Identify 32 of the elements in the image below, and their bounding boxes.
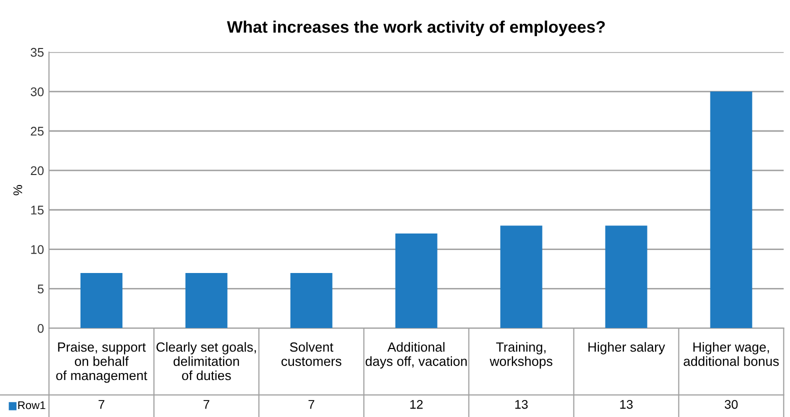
y-tick-label: 10 <box>31 245 44 254</box>
x-tick-label: Solvent customers <box>282 342 342 366</box>
bar <box>290 272 332 328</box>
data-label: 7 <box>204 400 210 409</box>
y-tick-label: 5 <box>38 284 44 294</box>
data-label: 7 <box>308 400 314 409</box>
bar <box>710 92 752 328</box>
bar <box>395 234 438 328</box>
data-label: 13 <box>620 400 633 409</box>
bar <box>500 226 542 328</box>
legend-label: Row1 <box>18 401 46 410</box>
data-label: 13 <box>515 400 528 409</box>
bar <box>185 272 228 328</box>
y-tick-label: 20 <box>30 166 44 176</box>
data-label: 30 <box>724 400 738 409</box>
y-axis-title: % <box>13 185 22 196</box>
bar <box>605 226 648 328</box>
x-tick-label: Clearly set goals, delimitation of duties <box>156 342 256 380</box>
y-tick-label: 30 <box>30 87 44 96</box>
x-tick-label: Higher salary <box>588 342 666 354</box>
y-tick-label: 25 <box>30 126 44 136</box>
y-tick-label: 35 <box>30 48 44 57</box>
y-tick-label: 15 <box>31 206 44 215</box>
x-tick-label: Praise, support on behalf of management <box>56 342 148 383</box>
x-tick-label: Training, workshops <box>490 342 552 369</box>
y-tick-label: 0 <box>38 324 44 333</box>
bar <box>80 272 122 328</box>
data-label: 12 <box>410 400 423 409</box>
x-tick-label: Higher wage, additional bonus <box>684 342 779 366</box>
data-label: 7 <box>98 400 104 409</box>
x-tick-label: Additional days off, vacation <box>366 342 467 369</box>
chart-title: What increases the work activity of employees? <box>226 20 605 36</box>
